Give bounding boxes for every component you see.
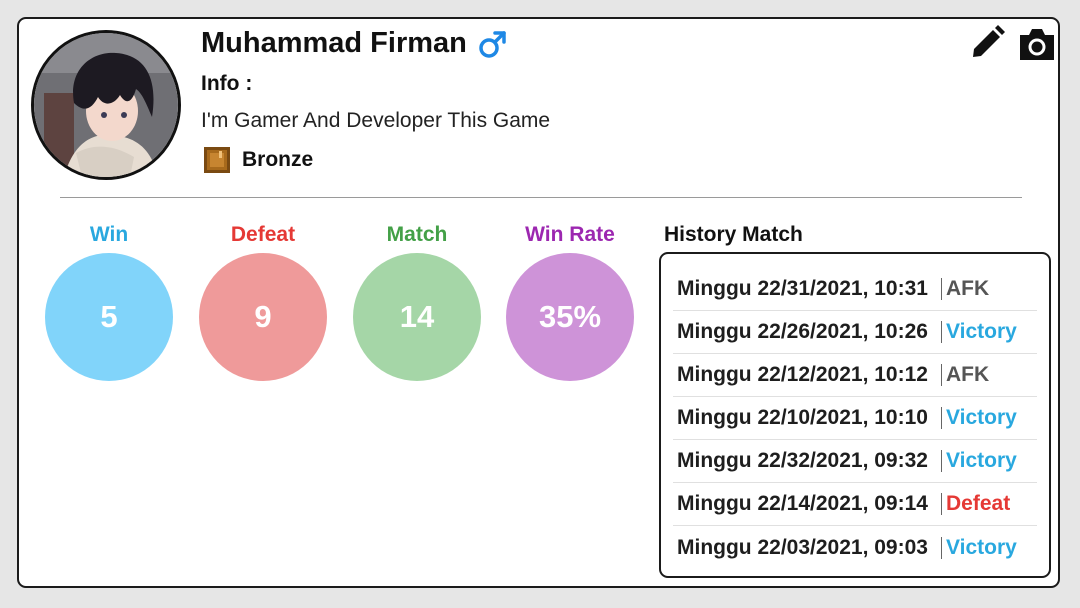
profile-card: Muhammad Firman Info : I'm Gamer And Dev…: [17, 17, 1060, 588]
stat-label: Defeat: [230, 223, 296, 246]
history-title: History Match: [664, 223, 803, 246]
history-date: Minggu 22/12/2021, 10:12: [677, 363, 928, 386]
history-row: Minggu 22/31/2021, 10:31 AFK: [673, 268, 1037, 311]
stat-label: Win Rate: [525, 223, 615, 246]
history-row: Minggu 22/03/2021, 09:03 Victory: [673, 526, 1037, 569]
rank-badge: Bronze: [203, 146, 313, 174]
stat-circle: 5: [45, 253, 173, 381]
bronze-rank-icon: [203, 146, 231, 174]
stat-win-rate: Win Rate 35%: [506, 222, 634, 381]
avatar[interactable]: [31, 30, 181, 180]
edit-icon[interactable]: [969, 25, 1005, 61]
history-separator: [941, 407, 942, 429]
stat-defeat: Defeat 9: [199, 222, 327, 381]
history-separator: [941, 493, 942, 515]
stat-circle: 9: [199, 253, 327, 381]
camera-icon[interactable]: [1017, 24, 1057, 64]
profile-name: Muhammad Firman: [201, 27, 467, 59]
stat-match: Match 14: [353, 222, 481, 381]
history-result: AFK: [946, 277, 990, 300]
info-label: Info :: [201, 72, 253, 95]
history-date: Minggu 22/10/2021, 10:10: [677, 406, 928, 429]
history-date: Minggu 22/26/2021, 10:26: [677, 320, 928, 343]
history-result: Victory: [946, 320, 1017, 343]
history-separator: [941, 536, 942, 559]
history-list: Minggu 22/31/2021, 10:31 AFK Minggu 22/2…: [659, 252, 1051, 578]
history-result: Defeat: [946, 492, 1011, 515]
history-result: Victory: [946, 535, 1017, 559]
history-row: Minggu 22/10/2021, 10:10 Victory: [673, 397, 1037, 440]
history-date: Minggu 22/03/2021, 09:03: [677, 535, 928, 559]
history-separator: [941, 278, 942, 300]
history-separator: [941, 364, 942, 386]
history-separator: [941, 450, 942, 472]
info-text: I'm Gamer And Developer This Game: [201, 109, 551, 132]
rank-label: Bronze: [242, 148, 314, 171]
history-date: Minggu 22/14/2021, 09:14: [677, 492, 928, 515]
history-row: Minggu 22/32/2021, 09:32 Victory: [673, 440, 1037, 483]
name-row: Muhammad Firman: [201, 27, 509, 60]
history-separator: [941, 321, 942, 343]
history-row: Minggu 22/12/2021, 10:12 AFK: [673, 354, 1037, 397]
history-row: Minggu 22/14/2021, 09:14 Defeat: [673, 483, 1037, 526]
history-result: AFK: [946, 363, 990, 386]
stat-win: Win 5: [45, 222, 173, 381]
stat-circle: 35%: [506, 253, 634, 381]
stat-circle: 14: [353, 253, 481, 381]
male-icon: [477, 28, 509, 60]
stat-label: Match: [386, 223, 448, 246]
history-date: Minggu 22/32/2021, 09:32: [677, 449, 928, 472]
history-date: Minggu 22/31/2021, 10:31: [677, 277, 928, 300]
history-result: Victory: [946, 449, 1017, 472]
stat-label: Win: [89, 223, 129, 246]
history-result: Victory: [946, 406, 1017, 429]
history-row: Minggu 22/26/2021, 10:26 Victory: [673, 311, 1037, 354]
divider: [60, 197, 1022, 198]
